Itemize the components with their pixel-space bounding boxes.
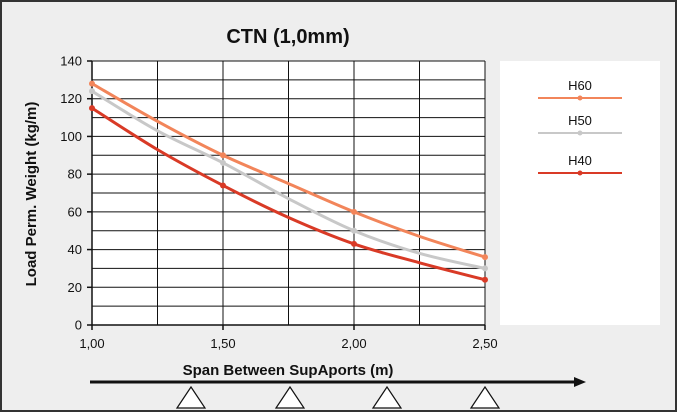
x-tick-label: 2,00: [341, 336, 366, 351]
y-tick-label: 120: [60, 91, 82, 106]
legend-box: [500, 61, 660, 325]
y-tick-label: 100: [60, 129, 82, 144]
data-point-h60: [89, 80, 95, 87]
legend-label-h50: H50: [568, 113, 592, 128]
x-tick-label: 2,50: [472, 336, 497, 351]
axes: 0 20 40 60 80 100 120 140 1,00 1,50 2,00 2,50: [60, 54, 497, 352]
y-tick-label: 60: [68, 204, 82, 219]
data-point-h60: [351, 208, 357, 215]
y-tick-label: 140: [60, 54, 82, 69]
triangle-support-icon: [175, 385, 207, 409]
data-point-h60: [482, 254, 488, 261]
triangle-support-icon: [469, 385, 501, 409]
series-layer: [89, 80, 488, 283]
series-line-h60: [91, 82, 486, 259]
data-point-h60: [220, 152, 226, 159]
data-point-h50: [220, 159, 226, 166]
legend-marker-h40: [577, 170, 583, 176]
legend-marker-h60: [577, 95, 583, 101]
x-tick-label: 1,50: [210, 336, 235, 351]
data-point-h40: [220, 182, 226, 189]
y-tick-label: 0: [75, 318, 82, 333]
data-point-h40: [89, 105, 95, 112]
grid-lines: [92, 60, 486, 325]
triangle-support-icon: [371, 385, 403, 409]
y-tick-label: 20: [68, 280, 82, 295]
legend-label-h60: H60: [568, 78, 592, 93]
x-axis-label: Span Between SupAports (m): [183, 362, 394, 379]
triangle-support-icon: [274, 385, 306, 409]
data-point-h50: [351, 227, 357, 234]
legend-label-h40: H40: [568, 153, 592, 168]
legend-marker-h50: [577, 130, 583, 136]
support-diagram: [90, 377, 586, 409]
series-line-h40: [91, 106, 486, 282]
data-point-h40: [482, 276, 488, 283]
data-point-h50: [482, 265, 488, 272]
x-tick-label: 1,00: [79, 336, 104, 351]
y-tick-label: 80: [68, 167, 82, 182]
arrow-head-icon: [574, 377, 586, 387]
legend: H60 H50 H40: [538, 78, 622, 176]
y-axis-label: Load Perm. Weight (kg/m): [23, 102, 40, 287]
chart-title: CTN (1,0mm): [226, 26, 349, 48]
y-tick-label: 40: [68, 242, 82, 257]
series-line-h50: [91, 89, 486, 270]
data-point-h50: [89, 88, 95, 95]
data-point-h40: [351, 240, 357, 247]
